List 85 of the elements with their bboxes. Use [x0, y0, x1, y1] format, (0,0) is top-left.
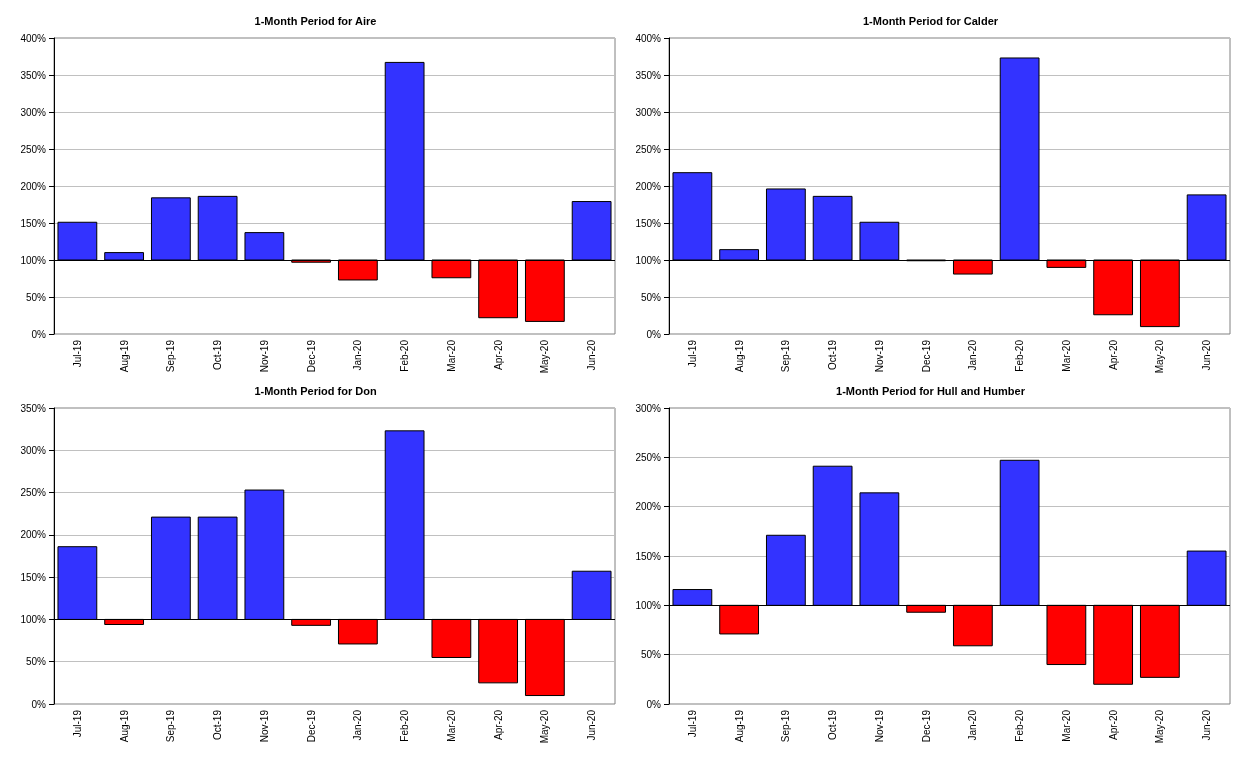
chart-title: 1-Month Period for Calder [862, 14, 999, 27]
x-tick-label: May-20 [539, 339, 551, 374]
x-tick-label: Jan-20 [967, 709, 979, 741]
x-tick-label: Jan-20 [967, 339, 979, 371]
x-tick-label: Jun-20 [586, 709, 598, 741]
x-tick-label: Feb-20 [1014, 339, 1026, 372]
x-tick-label: May-20 [1154, 339, 1166, 374]
x-tick-label: Jun-20 [1201, 339, 1213, 371]
y-tick-label: 350% [635, 69, 662, 81]
x-tick-label: Sep-19 [165, 339, 177, 373]
y-tick-label: 50% [25, 291, 47, 303]
x-tick-label: Jul-19 [686, 339, 698, 368]
x-tick-label: Mar-20 [445, 709, 457, 742]
y-tick-label: 50% [25, 656, 47, 668]
x-tick-label: Apr-20 [492, 709, 504, 741]
x-tick-label: Feb-20 [399, 709, 411, 742]
x-tick-label: Nov-19 [258, 339, 270, 373]
y-tick-label: 200% [635, 180, 662, 192]
x-tick-label: Jul-19 [71, 709, 83, 738]
x-tick-label: Aug-19 [733, 339, 745, 373]
y-tick-label: 300% [20, 106, 47, 118]
x-tick-label: Nov-19 [258, 709, 270, 743]
x-tick-label: Dec-19 [305, 709, 317, 743]
x-tick-label: Sep-19 [780, 709, 792, 743]
y-tick-label: 300% [635, 402, 662, 414]
y-tick-label: 100% [20, 613, 47, 625]
x-tick-label: Dec-19 [920, 339, 932, 373]
y-tick-label: 200% [20, 180, 47, 192]
x-tick-label: Dec-19 [305, 339, 317, 373]
x-tick-label: Oct-19 [212, 709, 224, 741]
y-tick-label: 250% [635, 143, 662, 155]
y-tick-label: 350% [20, 69, 47, 81]
x-tick-label: Apr-20 [1107, 709, 1119, 741]
x-tick-label: Aug-19 [733, 709, 745, 743]
x-tick-label: Feb-20 [399, 339, 411, 372]
x-tick-label: Oct-19 [827, 339, 839, 371]
y-tick-label: 250% [635, 451, 662, 463]
y-tick-label: 150% [635, 217, 662, 229]
x-tick-label: May-20 [539, 709, 551, 744]
y-tick-label: 0% [31, 698, 47, 710]
y-tick-label: 100% [635, 254, 662, 266]
x-tick-label: Mar-20 [1060, 339, 1072, 372]
y-tick-label: 250% [20, 143, 47, 155]
x-tick-label: Sep-19 [780, 339, 792, 373]
y-tick-label: 350% [20, 402, 47, 414]
y-tick-label: 0% [646, 698, 662, 710]
x-tick-label: Jul-19 [686, 709, 698, 738]
x-tick-label: May-20 [1154, 709, 1166, 744]
x-tick-label: Jan-20 [352, 339, 364, 371]
x-tick-label: Dec-19 [920, 709, 932, 743]
x-tick-label: Jun-20 [586, 339, 598, 371]
x-tick-label: Feb-20 [1014, 709, 1026, 742]
x-tick-label: Nov-19 [873, 339, 885, 373]
y-tick-label: 250% [20, 487, 47, 499]
y-tick-label: 400% [20, 32, 47, 44]
y-tick-label: 0% [646, 328, 662, 340]
x-tick-label: Oct-19 [827, 709, 839, 741]
y-tick-label: 200% [635, 501, 662, 513]
chart-title: 1-Month Period for Aire [254, 14, 377, 27]
chart-title: 1-Month Period for Hull and Humber [836, 384, 1026, 397]
y-tick-label: 300% [20, 444, 47, 456]
y-tick-label: 50% [640, 649, 662, 661]
x-tick-label: Aug-19 [118, 339, 130, 373]
x-tick-label: Jul-19 [71, 339, 83, 368]
chart-title: 1-Month Period for Don [254, 384, 377, 397]
y-tick-label: 150% [20, 571, 47, 583]
y-tick-label: 100% [635, 599, 662, 611]
x-tick-label: Oct-19 [212, 339, 224, 371]
y-tick-label: 150% [635, 550, 662, 562]
x-tick-label: Jun-20 [1201, 709, 1213, 741]
y-tick-label: 50% [640, 291, 662, 303]
x-tick-label: Apr-20 [492, 339, 504, 371]
x-tick-label: Jan-20 [352, 709, 364, 741]
x-tick-label: Aug-19 [118, 709, 130, 743]
y-tick-label: 400% [635, 32, 662, 44]
x-tick-label: Nov-19 [873, 709, 885, 743]
y-tick-label: 150% [20, 217, 47, 229]
x-tick-label: Mar-20 [445, 339, 457, 372]
y-tick-label: 300% [635, 106, 662, 118]
y-tick-label: 100% [20, 254, 47, 266]
y-tick-label: 0% [31, 328, 47, 340]
x-tick-label: Sep-19 [165, 709, 177, 743]
y-tick-label: 200% [20, 529, 47, 541]
x-tick-label: Apr-20 [1107, 339, 1119, 371]
x-tick-label: Mar-20 [1060, 709, 1072, 742]
